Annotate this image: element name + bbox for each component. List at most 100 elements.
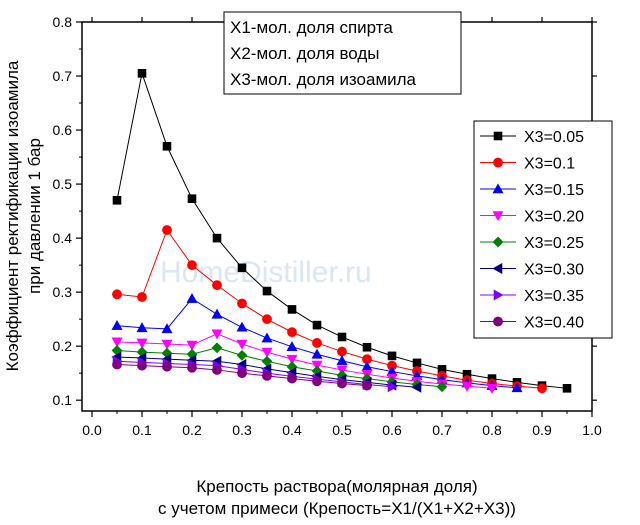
data-point — [212, 365, 222, 375]
legend-label: X3=0.1 — [524, 156, 575, 173]
legend: X3=0.05 X3=0.1 X3=0.15 X3=0.20 X3=0.25 X3=0.3… — [473, 120, 613, 339]
data-point — [537, 383, 547, 394]
data-point — [137, 360, 147, 371]
data-point — [162, 141, 172, 151]
data-point — [211, 329, 223, 340]
legend-marker — [492, 262, 503, 275]
y-tick-label: 0.4 — [53, 230, 73, 246]
legend-marker — [492, 183, 504, 194]
data-point — [311, 348, 323, 359]
data-point — [262, 370, 272, 381]
data-point — [236, 339, 248, 350]
y-tick-label: 0.5 — [53, 176, 73, 192]
data-point — [262, 314, 272, 325]
annotation-frame — [223, 11, 462, 95]
x-tick-label: 0.6 — [382, 422, 402, 438]
data-point — [237, 298, 247, 309]
data-point — [137, 292, 147, 302]
data-point — [112, 359, 122, 370]
y-tick-label: 0.1 — [53, 392, 73, 408]
data-point — [337, 332, 347, 342]
data-point — [286, 354, 298, 365]
x-tick-label: 0.5 — [332, 422, 352, 438]
legend-marker — [492, 211, 504, 222]
y-axis-title-line-1: Коэффициент ректификации изоамила — [3, 60, 22, 371]
legend-marker — [493, 289, 504, 301]
data-point — [186, 340, 198, 351]
data-point — [237, 368, 247, 379]
data-point — [187, 260, 197, 271]
series-line — [116, 333, 493, 389]
data-point — [162, 225, 172, 235]
data-point — [387, 381, 398, 393]
legend-label: X3=0.40 — [524, 315, 584, 332]
data-point — [286, 341, 298, 352]
legend-label: X3=0.15 — [524, 182, 584, 199]
data-point — [362, 380, 372, 391]
data-point — [236, 349, 248, 361]
x-tick-label: 0.7 — [432, 422, 452, 438]
data-point — [136, 322, 148, 333]
data-point — [212, 280, 222, 291]
legend-frame — [473, 120, 613, 339]
x-axis: 0.0 0.1 0.2 0.3 0.4 0.5 0.6 0.7 0.8 0.9 1.0 — [82, 17, 602, 438]
x-tick-label: 0.1 — [132, 422, 152, 438]
data-point — [312, 376, 322, 387]
data-point — [162, 361, 172, 372]
data-point — [337, 346, 347, 357]
data-point — [187, 194, 197, 203]
data-point — [486, 384, 498, 394]
x-axis-title-line-2: с учетом примеси (Крепость=X1/(X1+X2+X3)… — [158, 499, 516, 518]
series-2 — [112, 225, 547, 394]
x-tick-label: 0.2 — [182, 422, 202, 438]
data-point — [287, 373, 297, 384]
y-tick-label: 0.6 — [53, 122, 73, 138]
data-point — [237, 263, 247, 273]
x-tick-label: 0.4 — [282, 422, 302, 438]
data-point — [236, 321, 248, 332]
series-layer — [111, 69, 572, 394]
data-point — [312, 338, 322, 348]
data-point — [111, 337, 123, 348]
data-point — [211, 342, 223, 354]
data-point — [387, 351, 397, 361]
y-tick-label: 0.7 — [53, 68, 73, 84]
y-tick-label: 0.2 — [53, 338, 73, 354]
annotation-box: X1-мол. доля спирта X2-мол. доля воды X3… — [223, 11, 462, 95]
x-tick-label: 0.8 — [482, 422, 502, 438]
x-tick-label: 1.0 — [582, 422, 602, 438]
series-8 — [112, 359, 372, 391]
data-point — [261, 332, 273, 343]
data-point — [261, 347, 273, 358]
data-point — [411, 381, 422, 393]
annotation-x1: X1-мол. доля спирта — [230, 18, 393, 37]
data-point — [161, 339, 173, 350]
legend-marker — [493, 157, 503, 168]
data-point — [336, 355, 348, 366]
data-point — [137, 69, 147, 78]
y-axis: 0.1 0.2 0.3 0.4 0.5 0.6 0.7 0.8 — [53, 14, 597, 408]
data-point — [212, 233, 222, 243]
data-point — [186, 293, 198, 303]
annotation-x2: X2-мол. доля воды — [230, 44, 380, 63]
data-point — [312, 320, 322, 330]
data-point — [262, 286, 272, 296]
legend-label: X3=0.35 — [524, 288, 584, 305]
annotation-x3: X3-мол. доля изоамила — [230, 70, 417, 89]
y-tick-label: 0.3 — [53, 284, 73, 300]
legend-label: X3=0.05 — [524, 129, 584, 146]
data-point — [136, 338, 148, 349]
data-point — [436, 381, 448, 393]
data-point — [287, 327, 297, 338]
data-point — [562, 384, 572, 393]
legend-marker — [493, 316, 503, 327]
data-point — [287, 305, 297, 314]
data-point — [211, 308, 223, 319]
data-point — [362, 342, 372, 352]
data-point — [311, 360, 323, 371]
legend-marker — [492, 236, 504, 248]
data-point — [187, 362, 197, 373]
data-point — [337, 378, 347, 389]
x-tick-label: 0.9 — [532, 422, 552, 438]
